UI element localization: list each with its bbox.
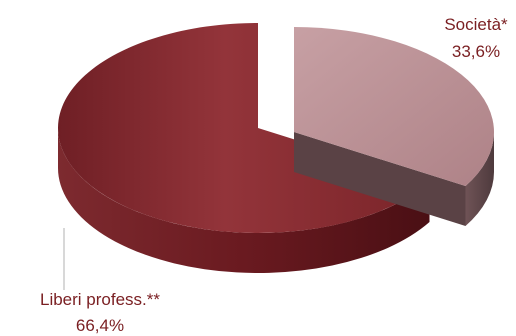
slice-societa [294,27,494,187]
slice-cut-societa [294,132,466,227]
slice-side-liberi-profess [58,128,430,274]
slice-label-societa: Società* [444,15,508,34]
slice-label-liberi-profess: Liberi profess.** [40,290,160,309]
slice-value-liberi-profess: 66,4% [76,316,124,335]
slice-value-societa: 33,6% [452,42,500,61]
slice-side-societa [465,132,494,227]
